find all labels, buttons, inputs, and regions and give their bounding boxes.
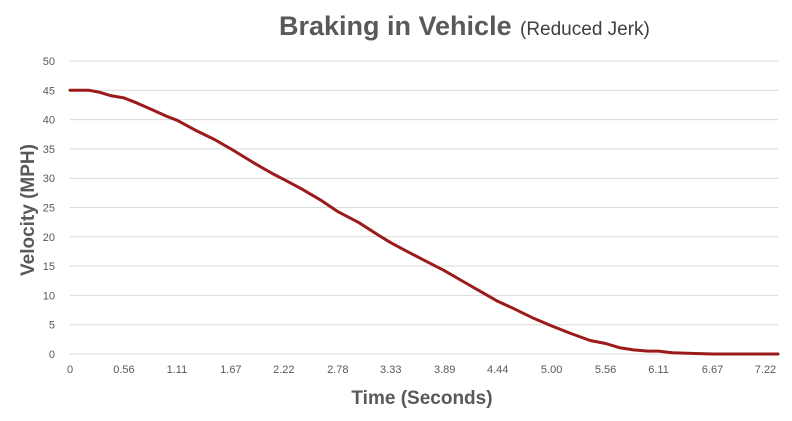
x-axis-ticks: 0 0.56 1.11 1.67 2.22 2.78 3.33 3.89 4.44 5.00 5.5… [67, 364, 776, 376]
x-tick-label: 7.22 [755, 364, 776, 376]
y-tick-label: 35 [43, 144, 55, 156]
x-tick-label: 2.78 [327, 364, 348, 376]
x-tick-label: 5.56 [595, 364, 616, 376]
y-tick-label: 15 [43, 261, 55, 273]
x-axis-label: Time (Seconds) [351, 388, 492, 409]
x-tick-label: 0.56 [113, 364, 134, 376]
y-tick-label: 25 [43, 203, 55, 215]
x-tick-label: 5.00 [541, 364, 562, 376]
y-tick-label: 5 [49, 320, 55, 332]
y-axis-label: Velocity (MPH) [18, 144, 39, 276]
chart-title: Braking in Vehicle [279, 11, 512, 41]
y-tick-label: 20 [43, 232, 55, 244]
x-tick-label: 2.22 [273, 364, 294, 376]
x-tick-label: 1.11 [167, 364, 188, 376]
x-tick-label: 4.44 [487, 364, 508, 376]
x-tick-label: 1.67 [220, 364, 241, 376]
x-tick-label: 6.67 [702, 364, 723, 376]
x-tick-label: 6.11 [648, 364, 669, 376]
gridlines [70, 60, 778, 355]
y-tick-label: 45 [43, 85, 55, 97]
x-tick-label: 3.89 [434, 364, 455, 376]
y-tick-label: 40 [43, 115, 55, 127]
y-tick-label: 0 [49, 349, 55, 361]
y-axis-ticks: 0 5 10 15 20 25 30 35 40 45 50 [43, 56, 55, 361]
x-tick-label: 3.33 [380, 364, 401, 376]
y-tick-label: 30 [43, 173, 55, 185]
velocity-line [68, 88, 780, 356]
y-tick-label: 50 [43, 56, 55, 68]
y-tick-label: 10 [43, 290, 55, 302]
x-tick-label: 0 [67, 364, 73, 376]
chart-subtitle: (Reduced Jerk) [520, 19, 650, 40]
